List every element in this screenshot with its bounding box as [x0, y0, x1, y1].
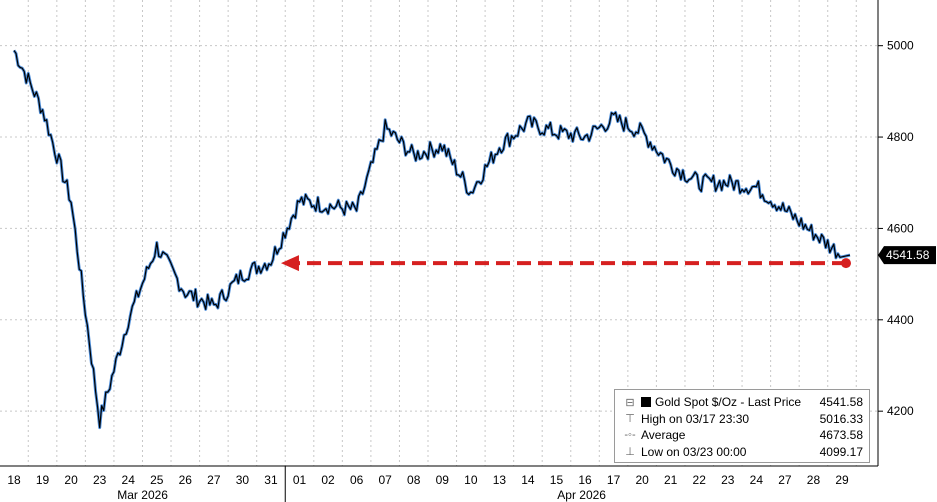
collapse-icon[interactable]: ⊟: [625, 396, 635, 409]
high-icon: ⊤: [625, 413, 635, 426]
x-tick-label: 26: [179, 473, 193, 487]
x-tick-label: 17: [607, 473, 621, 487]
x-tick-label: 27: [778, 473, 792, 487]
x-tick-label: 31: [264, 473, 278, 487]
y-tick-label: 5000: [887, 39, 914, 53]
legend-row-high: ⊤ High on 03/17 23:30 5016.33: [623, 411, 863, 428]
x-tick-label: 20: [64, 473, 78, 487]
x-tick-label: 20: [635, 473, 649, 487]
legend-low-value: 4099.17: [819, 444, 863, 459]
x-tick-label: 21: [664, 473, 678, 487]
x-tick-label: 09: [436, 473, 450, 487]
x-tick-label: 14: [521, 473, 535, 487]
x-tick-label: 25: [150, 473, 164, 487]
legend-title-row: ⊟ Gold Spot $/Oz - Last Price 4541.58: [623, 394, 863, 411]
y-tick-label: 4600: [887, 221, 914, 235]
x-tick-label: 01: [293, 473, 307, 487]
x-tick-label: 23: [93, 473, 107, 487]
legend-high-value: 5016.33: [819, 411, 863, 426]
x-tick-label: 10: [464, 473, 478, 487]
x-tick-label: 02: [321, 473, 335, 487]
x-axis: 18 19 20 23 24 25 26 27 30 31 01 02 06 07 08 09 10 13 14 15…: [0, 465, 878, 502]
x-tick-label: 22: [693, 473, 707, 487]
price-series: [12, 49, 851, 430]
average-icon: -◦-: [624, 429, 636, 442]
x-tick-label: 08: [407, 473, 421, 487]
legend: ⊟ Gold Spot $/Oz - Last Price 4541.58 ⊤ …: [614, 389, 870, 463]
last-price-arrow: [280, 255, 851, 272]
legend-title-value: 4541.58: [819, 395, 863, 410]
legend-row-low: ⊥ Low on 03/23 00:00 4099.17: [623, 444, 863, 461]
x-tick-label: 27: [207, 473, 221, 487]
x-tick-label: 30: [236, 473, 250, 487]
low-icon: ⊥: [625, 446, 635, 459]
x-tick-label: 13: [493, 473, 507, 487]
legend-average-value: 4673.58: [819, 428, 863, 443]
legend-high-label: High on 03/17 23:30: [641, 411, 750, 426]
x-tick-label: 24: [122, 473, 136, 487]
month-label-apr: Apr 2026: [557, 488, 606, 502]
legend-title: Gold Spot $/Oz - Last Price: [655, 395, 802, 410]
x-tick-label: 18: [7, 473, 21, 487]
arrow-origin-dot: [841, 258, 851, 269]
x-tick-label: 19: [36, 473, 50, 487]
y-tick-label: 4800: [887, 130, 914, 144]
arrow-head: [280, 255, 299, 272]
x-tick-label: 15: [550, 473, 564, 487]
legend-low-label: Low on 03/23 00:00: [641, 444, 747, 459]
month-label-mar: Mar 2026: [117, 488, 168, 502]
y-tick-label: 4200: [887, 404, 914, 418]
x-tick-label: 28: [807, 473, 821, 487]
x-tick-label: 06: [350, 473, 364, 487]
x-tick-label: 24: [750, 473, 764, 487]
x-tick-label: 16: [578, 473, 592, 487]
last-price-badge: [878, 246, 936, 265]
x-tick-label: 07: [378, 473, 392, 487]
legend-average-label: Average: [641, 428, 686, 443]
y-axis: 5000 4800 4600 4400 4200 4541.58: [877, 0, 936, 466]
y-tick-label: 4400: [887, 313, 914, 327]
x-tick-label: 29: [835, 473, 849, 487]
series-swatch-icon: [641, 397, 651, 408]
last-price-label: 4541.58: [886, 248, 930, 262]
legend-row-average: -◦- Average 4673.58: [623, 427, 863, 444]
x-tick-label: 23: [721, 473, 735, 487]
price-line-glow: [12, 49, 851, 430]
price-line: [13, 50, 851, 429]
